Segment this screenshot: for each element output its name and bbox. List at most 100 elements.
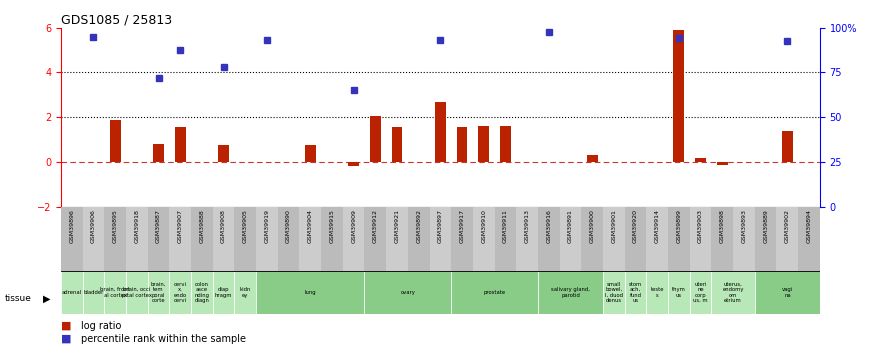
Bar: [126, 271, 148, 314]
Text: kidn
ey: kidn ey: [239, 287, 251, 298]
Bar: [587, 155, 598, 162]
Bar: [321, 207, 343, 271]
Text: brain,
tem
poral
corte: brain, tem poral corte: [151, 282, 166, 303]
Bar: [711, 271, 754, 314]
Text: uterus,
endomy
om
etrium: uterus, endomy om etrium: [722, 282, 744, 303]
Bar: [717, 162, 728, 165]
Bar: [668, 271, 690, 314]
Bar: [235, 207, 256, 271]
Bar: [516, 207, 538, 271]
Text: GSM39920: GSM39920: [633, 209, 638, 243]
Text: tissue: tissue: [4, 294, 31, 303]
Text: GSM39894: GSM39894: [806, 209, 812, 243]
Text: vagi
na: vagi na: [781, 287, 793, 298]
Bar: [695, 158, 706, 162]
Bar: [429, 207, 452, 271]
Text: GSM39906: GSM39906: [91, 209, 96, 243]
Text: uteri
ne
corp
us, m: uteri ne corp us, m: [694, 282, 708, 303]
Bar: [690, 207, 711, 271]
Text: GSM39921: GSM39921: [394, 209, 400, 243]
Bar: [782, 131, 793, 162]
Text: GSM39918: GSM39918: [134, 209, 139, 243]
Bar: [733, 207, 754, 271]
Text: ▶: ▶: [43, 294, 50, 303]
Text: GSM39890: GSM39890: [286, 209, 291, 243]
Bar: [690, 271, 711, 314]
Text: GSM39909: GSM39909: [351, 209, 356, 243]
Bar: [365, 271, 452, 314]
Bar: [408, 207, 429, 271]
Text: GSM39895: GSM39895: [113, 209, 117, 243]
Bar: [343, 207, 365, 271]
Bar: [777, 207, 798, 271]
Bar: [104, 271, 126, 314]
Text: ■: ■: [61, 321, 72, 331]
Text: GSM39915: GSM39915: [330, 209, 334, 243]
Bar: [175, 127, 185, 162]
Bar: [235, 271, 256, 314]
Bar: [109, 119, 121, 162]
Text: GSM39905: GSM39905: [243, 209, 247, 243]
Text: GSM39889: GSM39889: [763, 209, 768, 243]
Text: GSM39896: GSM39896: [69, 209, 74, 243]
Bar: [148, 271, 169, 314]
Text: log ratio: log ratio: [81, 321, 121, 331]
Bar: [798, 207, 820, 271]
Text: ovary: ovary: [401, 290, 416, 295]
Bar: [452, 207, 473, 271]
Text: bladder: bladder: [83, 290, 104, 295]
Text: GSM39919: GSM39919: [264, 209, 270, 243]
Bar: [625, 271, 646, 314]
Bar: [169, 207, 191, 271]
Text: GSM39900: GSM39900: [590, 209, 595, 243]
Bar: [457, 127, 468, 162]
Bar: [256, 271, 365, 314]
Bar: [646, 271, 668, 314]
Bar: [674, 30, 685, 162]
Text: brain, occi
pital cortex: brain, occi pital cortex: [122, 287, 151, 298]
Text: GDS1085 / 25813: GDS1085 / 25813: [61, 14, 172, 27]
Bar: [538, 271, 603, 314]
Bar: [126, 207, 148, 271]
Bar: [478, 126, 489, 162]
Text: thym
us: thym us: [672, 287, 685, 298]
Text: stom
ach,
fund
us: stom ach, fund us: [629, 282, 642, 303]
Bar: [582, 207, 603, 271]
Text: prostate: prostate: [484, 290, 505, 295]
Text: GSM39903: GSM39903: [698, 209, 703, 243]
Bar: [61, 271, 82, 314]
Bar: [218, 145, 229, 162]
Text: lung: lung: [305, 290, 316, 295]
Text: diap
hragm: diap hragm: [215, 287, 232, 298]
Bar: [560, 207, 582, 271]
Bar: [191, 207, 212, 271]
Text: salivary gland,
parotid: salivary gland, parotid: [551, 287, 590, 298]
Text: GSM39893: GSM39893: [742, 209, 746, 243]
Bar: [305, 145, 315, 162]
Bar: [754, 271, 820, 314]
Bar: [299, 207, 321, 271]
Text: brain, front
al cortex: brain, front al cortex: [100, 287, 130, 298]
Bar: [435, 101, 446, 162]
Text: GSM39887: GSM39887: [156, 209, 161, 243]
Bar: [473, 207, 495, 271]
Text: GSM39907: GSM39907: [177, 209, 183, 243]
Text: GSM39901: GSM39901: [611, 209, 616, 243]
Bar: [153, 144, 164, 162]
Bar: [625, 207, 646, 271]
Text: percentile rank within the sample: percentile rank within the sample: [81, 334, 246, 344]
Bar: [82, 271, 104, 314]
Bar: [538, 207, 560, 271]
Text: GSM39892: GSM39892: [417, 209, 421, 243]
Bar: [603, 207, 625, 271]
Text: teste
s: teste s: [650, 287, 664, 298]
Bar: [495, 207, 516, 271]
Text: GSM39913: GSM39913: [525, 209, 530, 243]
Bar: [386, 207, 408, 271]
Bar: [603, 271, 625, 314]
Text: GSM39908: GSM39908: [221, 209, 226, 243]
Text: colon
asce
nding
diagn: colon asce nding diagn: [194, 282, 210, 303]
Text: ■: ■: [61, 334, 72, 344]
Bar: [212, 271, 235, 314]
Text: GSM39917: GSM39917: [460, 209, 464, 243]
